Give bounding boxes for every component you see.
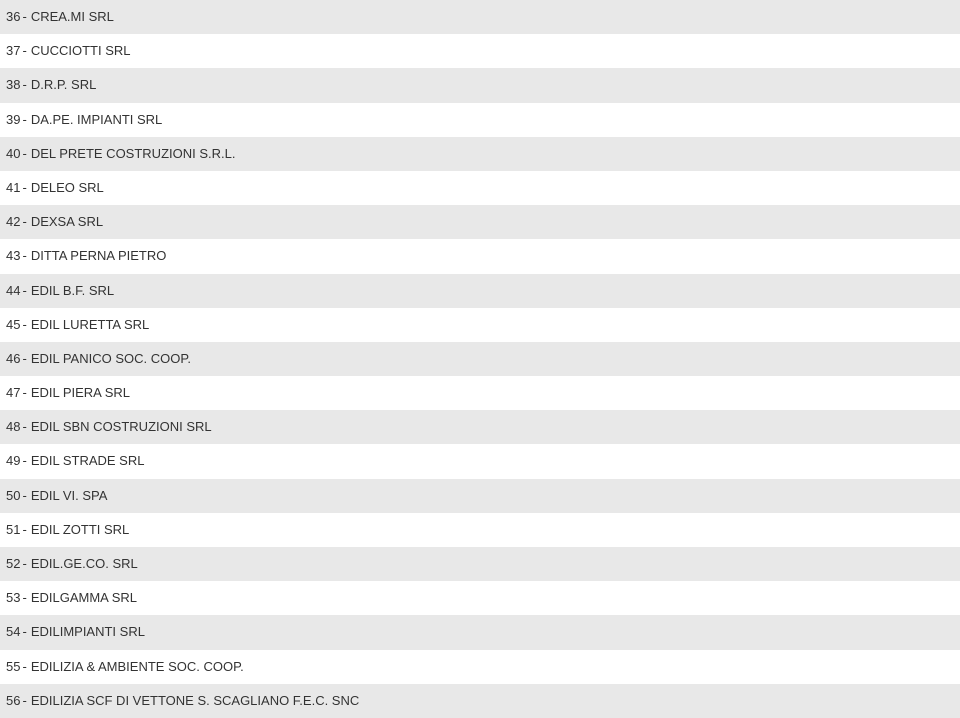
list-row: 41-DELEO SRL	[0, 171, 960, 205]
row-number: 46	[6, 351, 20, 366]
row-label: CREA.MI SRL	[31, 9, 114, 24]
row-separator: -	[20, 693, 30, 708]
row-number: 41	[6, 180, 20, 195]
row-number: 52	[6, 556, 20, 571]
list-row: 38-D.R.P. SRL	[0, 68, 960, 102]
row-separator: -	[20, 453, 30, 468]
row-number: 47	[6, 385, 20, 400]
list-row: 47-EDIL PIERA SRL	[0, 376, 960, 410]
row-label: EDIL LURETTA SRL	[31, 317, 149, 332]
list-row: 54-EDILIMPIANTI SRL	[0, 615, 960, 649]
row-separator: -	[20, 488, 30, 503]
row-label: EDILIZIA & AMBIENTE SOC. COOP.	[31, 659, 244, 674]
row-label: DEL PRETE COSTRUZIONI S.R.L.	[31, 146, 236, 161]
list-row: 51-EDIL ZOTTI SRL	[0, 513, 960, 547]
row-number: 38	[6, 77, 20, 92]
row-separator: -	[20, 385, 30, 400]
list-row: 55-EDILIZIA & AMBIENTE SOC. COOP.	[0, 650, 960, 684]
row-separator: -	[20, 9, 30, 24]
row-separator: -	[20, 77, 30, 92]
row-label: D.R.P. SRL	[31, 77, 97, 92]
row-separator: -	[20, 317, 30, 332]
row-number: 53	[6, 590, 20, 605]
row-separator: -	[20, 180, 30, 195]
list-row: 53-EDILGAMMA SRL	[0, 581, 960, 615]
row-separator: -	[20, 419, 30, 434]
row-label: DITTA PERNA PIETRO	[31, 248, 167, 263]
row-number: 36	[6, 9, 20, 24]
row-label: DEXSA SRL	[31, 214, 103, 229]
row-separator: -	[20, 146, 30, 161]
company-list: 36-CREA.MI SRL37-CUCCIOTTI SRL38-D.R.P. …	[0, 0, 960, 718]
row-label: EDILGAMMA SRL	[31, 590, 137, 605]
row-number: 50	[6, 488, 20, 503]
row-number: 54	[6, 624, 20, 639]
row-number: 49	[6, 453, 20, 468]
row-separator: -	[20, 214, 30, 229]
list-row: 46-EDIL PANICO SOC. COOP.	[0, 342, 960, 376]
list-row: 52-EDIL.GE.CO. SRL	[0, 547, 960, 581]
row-number: 55	[6, 659, 20, 674]
row-label: EDIL SBN COSTRUZIONI SRL	[31, 419, 212, 434]
list-row: 39-DA.PE. IMPIANTI SRL	[0, 103, 960, 137]
row-separator: -	[20, 351, 30, 366]
row-label: EDILIZIA SCF DI VETTONE S. SCAGLIANO F.E…	[31, 693, 359, 708]
list-row: 44-EDIL B.F. SRL	[0, 274, 960, 308]
list-row: 49-EDIL STRADE SRL	[0, 444, 960, 478]
row-separator: -	[20, 556, 30, 571]
row-separator: -	[20, 43, 30, 58]
row-label: EDIL.GE.CO. SRL	[31, 556, 138, 571]
list-row: 37-CUCCIOTTI SRL	[0, 34, 960, 68]
row-label: EDIL ZOTTI SRL	[31, 522, 129, 537]
row-label: DELEO SRL	[31, 180, 104, 195]
list-row: 40-DEL PRETE COSTRUZIONI S.R.L.	[0, 137, 960, 171]
row-label: CUCCIOTTI SRL	[31, 43, 131, 58]
list-row: 50-EDIL VI. SPA	[0, 479, 960, 513]
row-number: 43	[6, 248, 20, 263]
row-number: 45	[6, 317, 20, 332]
row-number: 48	[6, 419, 20, 434]
list-row: 56-EDILIZIA SCF DI VETTONE S. SCAGLIANO …	[0, 684, 960, 718]
row-separator: -	[20, 522, 30, 537]
row-number: 37	[6, 43, 20, 58]
row-label: EDIL PIERA SRL	[31, 385, 130, 400]
list-row: 48-EDIL SBN COSTRUZIONI SRL	[0, 410, 960, 444]
row-number: 42	[6, 214, 20, 229]
row-separator: -	[20, 248, 30, 263]
list-row: 42-DEXSA SRL	[0, 205, 960, 239]
row-number: 44	[6, 283, 20, 298]
row-label: EDIL VI. SPA	[31, 488, 108, 503]
row-number: 56	[6, 693, 20, 708]
row-number: 39	[6, 112, 20, 127]
row-separator: -	[20, 659, 30, 674]
row-separator: -	[20, 112, 30, 127]
row-separator: -	[20, 624, 30, 639]
row-label: EDIL STRADE SRL	[31, 453, 145, 468]
list-row: 43-DITTA PERNA PIETRO	[0, 239, 960, 273]
row-number: 51	[6, 522, 20, 537]
list-row: 45-EDIL LURETTA SRL	[0, 308, 960, 342]
list-row: 36-CREA.MI SRL	[0, 0, 960, 34]
row-separator: -	[20, 283, 30, 298]
row-separator: -	[20, 590, 30, 605]
row-label: EDILIMPIANTI SRL	[31, 624, 145, 639]
row-number: 40	[6, 146, 20, 161]
row-label: DA.PE. IMPIANTI SRL	[31, 112, 162, 127]
row-label: EDIL PANICO SOC. COOP.	[31, 351, 191, 366]
row-label: EDIL B.F. SRL	[31, 283, 114, 298]
